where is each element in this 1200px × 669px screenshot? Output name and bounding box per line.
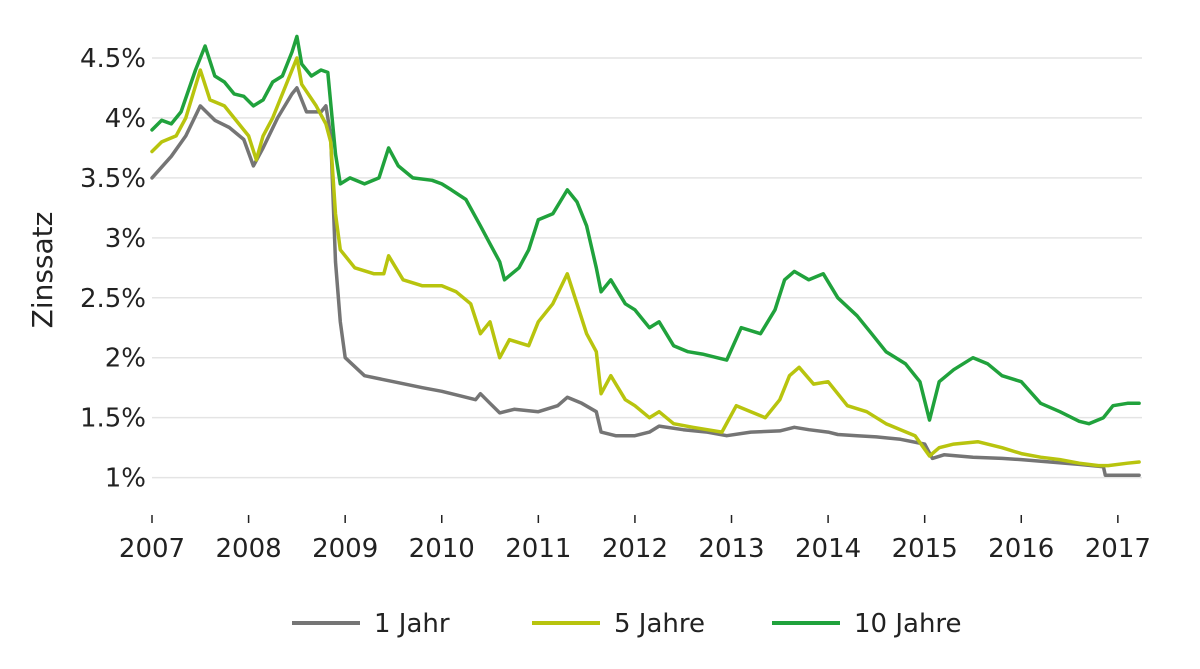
x-tick-label: 2014 <box>795 534 861 564</box>
x-tick-label: 2013 <box>698 534 764 564</box>
legend-label: 1 Jahr <box>374 609 450 639</box>
x-tick-label: 2007 <box>119 534 185 564</box>
y-tick-label: 1.5% <box>80 404 146 434</box>
y-axis-ticks: 1% 1.5% 2% 2.5% 3% 3.5% 4% 4.5% <box>80 44 146 494</box>
x-tick-label: 2015 <box>892 534 958 564</box>
y-tick-label: 4.5% <box>80 44 146 74</box>
x-tick-label: 2009 <box>312 534 378 564</box>
y-tick-label: 2.5% <box>80 284 146 314</box>
x-tick-label: 2017 <box>1085 534 1151 564</box>
legend: 1 Jahr 5 Jahre 10 Jahre <box>292 609 962 639</box>
y-axis-title: Zinssatz <box>26 212 59 329</box>
y-tick-label: 1% <box>105 464 146 494</box>
y-tick-label: 4% <box>105 104 146 134</box>
y-tick-label: 2% <box>105 344 146 374</box>
gridlines <box>152 57 1142 479</box>
x-tick-label: 2012 <box>602 534 668 564</box>
series-line <box>150 34 1141 426</box>
series-lines <box>150 34 1141 477</box>
x-axis-ticks: 2007 2008 2009 2010 2011 2012 2013 2014 2015 2016… <box>119 515 1151 564</box>
y-tick-label: 3.5% <box>80 164 146 194</box>
x-tick-label: 2008 <box>215 534 281 564</box>
y-tick-label: 3% <box>105 224 146 254</box>
x-tick-label: 2011 <box>505 534 571 564</box>
x-tick-label: 2010 <box>409 534 475 564</box>
legend-label: 5 Jahre <box>614 609 705 639</box>
legend-label: 10 Jahre <box>854 609 962 639</box>
x-tick-label: 2016 <box>988 534 1054 564</box>
series-line <box>150 56 1141 468</box>
